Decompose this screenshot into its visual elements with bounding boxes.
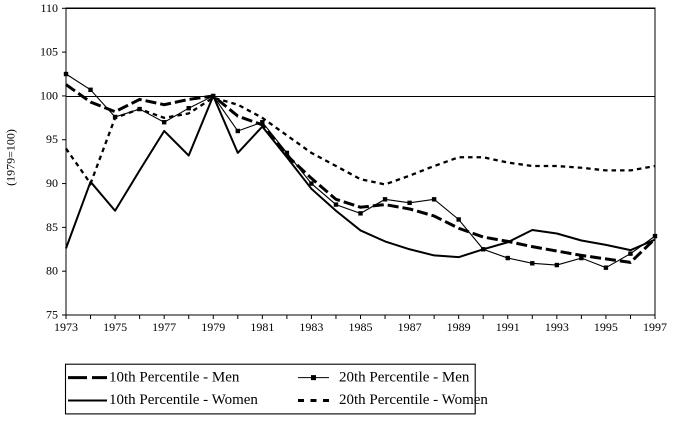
svg-text:1993: 1993	[545, 320, 569, 334]
svg-text:1981: 1981	[250, 320, 274, 334]
svg-text:100: 100	[40, 88, 58, 102]
svg-text:95: 95	[46, 132, 58, 146]
svg-text:105: 105	[40, 45, 58, 59]
svg-text:110: 110	[40, 1, 58, 15]
svg-text:10th Percentile - Men: 10th Percentile - Men	[109, 369, 240, 385]
svg-text:1989: 1989	[447, 320, 471, 334]
svg-text:20th Percentile - Men: 20th Percentile - Men	[339, 369, 470, 385]
svg-text:1987: 1987	[398, 320, 422, 334]
svg-text:1985: 1985	[349, 320, 373, 334]
svg-text:90: 90	[46, 176, 58, 190]
svg-text:1995: 1995	[594, 320, 618, 334]
svg-text:1991: 1991	[496, 320, 520, 334]
svg-text:85: 85	[46, 220, 58, 234]
svg-text:20th Percentile - Women: 20th Percentile - Women	[339, 392, 488, 408]
svg-text:80: 80	[46, 264, 58, 278]
svg-text:1997: 1997	[643, 320, 667, 334]
svg-text:1975: 1975	[103, 320, 127, 334]
svg-text:1979: 1979	[201, 320, 225, 334]
svg-text:10th Percentile - Women: 10th Percentile - Women	[109, 392, 258, 408]
svg-text:1983: 1983	[299, 320, 323, 334]
svg-text:1973: 1973	[54, 320, 78, 334]
svg-text:1977: 1977	[152, 320, 176, 334]
